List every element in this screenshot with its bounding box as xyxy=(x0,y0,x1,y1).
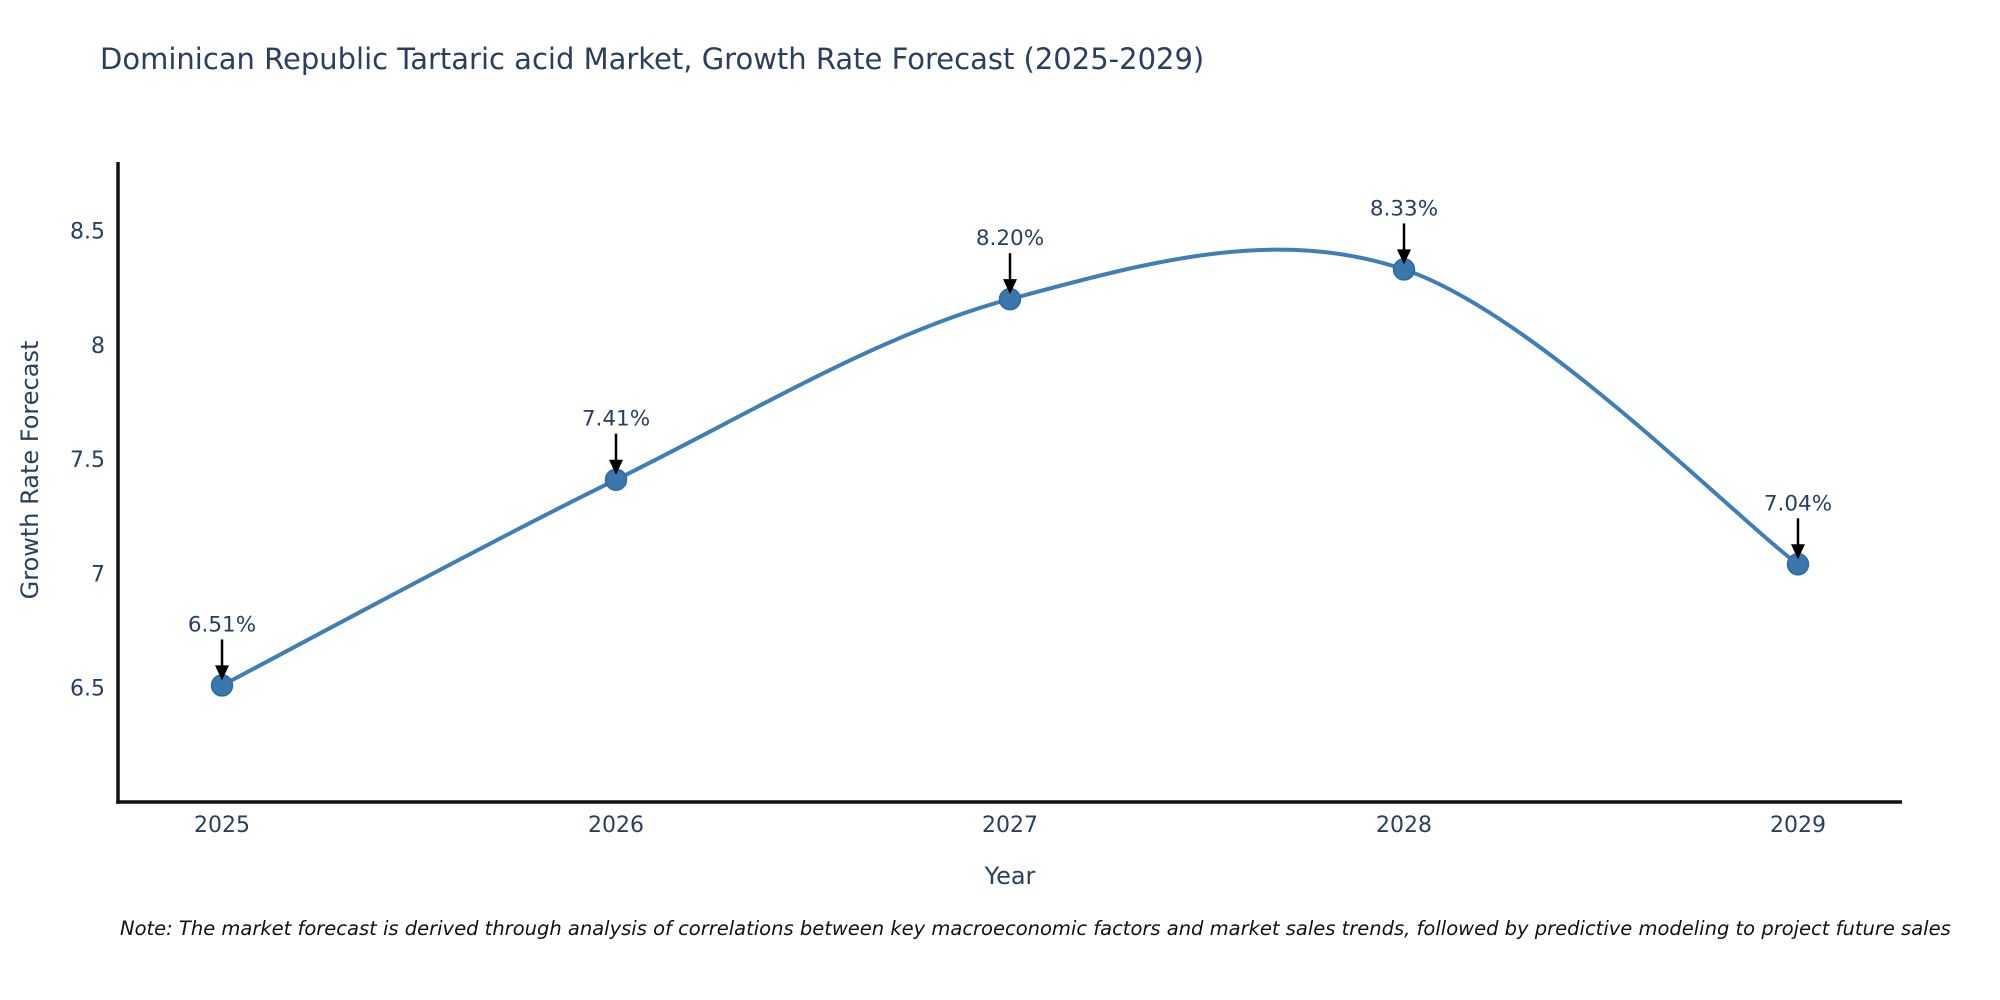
chart-title: Dominican Republic Tartaric acid Market,… xyxy=(100,42,1205,76)
x-tick-label: 2028 xyxy=(1376,813,1432,838)
point-annotation-label: 7.04% xyxy=(1764,491,1832,516)
x-tick-label: 2029 xyxy=(1770,813,1826,838)
y-tick-label: 8.5 xyxy=(70,220,105,245)
x-tick-label: 2025 xyxy=(194,813,250,838)
x-tick-label: 2027 xyxy=(982,813,1038,838)
annotation-arrowhead xyxy=(609,459,624,475)
y-tick-label: 7 xyxy=(91,562,105,587)
footnote: Note: The market forecast is derived thr… xyxy=(120,917,1951,940)
annotation-arrowhead xyxy=(215,665,230,681)
annotation-arrowhead xyxy=(1003,279,1017,295)
y-tick-label: 8 xyxy=(91,334,105,359)
y-tick-label: 7.5 xyxy=(70,448,105,473)
series-line xyxy=(221,247,1800,688)
point-annotation-label: 7.41% xyxy=(582,407,650,432)
annotation-arrowhead xyxy=(1396,249,1411,265)
annotation-arrowhead xyxy=(1790,544,1805,560)
point-annotation-label: 8.20% xyxy=(976,226,1044,251)
x-axis-title: Year xyxy=(984,862,1036,890)
x-tick-label: 2026 xyxy=(588,813,644,838)
point-annotation-label: 8.33% xyxy=(1370,196,1438,221)
y-tick-label: 6.5 xyxy=(70,677,105,702)
point-annotation-label: 6.51% xyxy=(188,612,256,637)
